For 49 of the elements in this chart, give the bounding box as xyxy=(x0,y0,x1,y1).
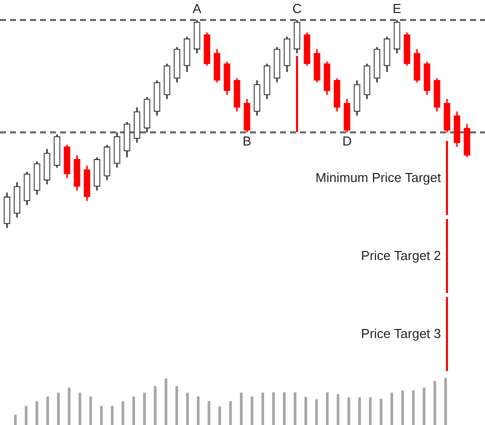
bar xyxy=(326,392,329,425)
bar xyxy=(390,392,394,425)
bar xyxy=(444,378,447,425)
bar xyxy=(412,390,415,425)
bar xyxy=(100,406,103,425)
bar xyxy=(229,401,232,425)
bar xyxy=(401,390,404,425)
bar xyxy=(89,396,92,425)
annotation: D xyxy=(342,133,352,148)
bar xyxy=(46,396,49,425)
bar xyxy=(434,380,436,425)
bar xyxy=(36,401,38,425)
bar xyxy=(175,386,178,425)
text: Price Target 2 xyxy=(361,248,441,263)
bar xyxy=(164,378,168,425)
annotation: Minimum Price Target xyxy=(316,170,442,185)
bar xyxy=(132,396,136,425)
bar xyxy=(122,401,124,425)
bar xyxy=(110,406,114,425)
bar xyxy=(250,396,254,425)
bar xyxy=(358,397,361,425)
annotation: B xyxy=(242,133,252,148)
bar xyxy=(315,399,318,425)
text: E xyxy=(392,1,402,16)
bar xyxy=(154,386,157,425)
bar xyxy=(304,396,308,425)
bar xyxy=(57,392,60,425)
bar xyxy=(196,396,200,425)
bar xyxy=(261,392,264,425)
bar xyxy=(369,397,372,425)
text: Price Target 3 xyxy=(361,326,441,341)
bar xyxy=(347,397,350,425)
bar xyxy=(240,392,243,425)
bar xyxy=(272,392,275,425)
bar xyxy=(78,392,82,425)
bar xyxy=(422,388,426,425)
bar xyxy=(186,392,189,425)
bar xyxy=(282,392,286,425)
bar xyxy=(294,392,296,425)
bar xyxy=(336,394,340,425)
bar xyxy=(218,406,222,425)
bar xyxy=(68,388,70,425)
text: A xyxy=(192,1,202,16)
bar xyxy=(24,406,28,425)
text: C xyxy=(292,1,302,16)
bar xyxy=(143,392,146,425)
bar xyxy=(14,414,17,425)
bar xyxy=(208,401,210,425)
bar xyxy=(380,398,382,425)
